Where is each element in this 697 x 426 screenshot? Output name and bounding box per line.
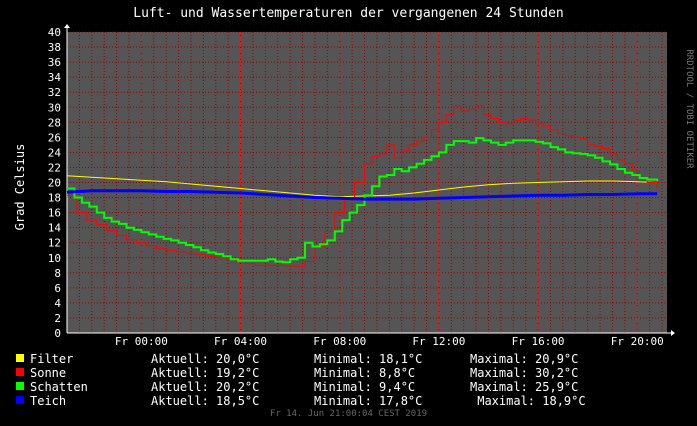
legend-maximum: Maximal: 20,9°C (470, 352, 579, 366)
legend-swatch-schatten (16, 382, 24, 390)
y-tick-label: 0 (54, 327, 61, 340)
legend-swatch-filter (16, 354, 24, 362)
y-tick-label: 26 (48, 131, 61, 144)
legend-row-schatten: Schatten Aktuell: 20,2°C Minimal: 9,4°C … (16, 380, 676, 394)
y-tick-label: 2 (54, 312, 61, 325)
y-tick-label: 22 (48, 161, 61, 174)
legend-minimum: Minimal: 18,1°C (314, 352, 423, 366)
y-tick-label: 18 (48, 192, 61, 205)
y-tick-label: 16 (48, 207, 61, 220)
y-tick-label: 12 (48, 237, 61, 250)
legend-minimum: Minimal: 17,8°C (314, 394, 423, 408)
legend-minimum: Minimal: 8,8°C (314, 366, 416, 380)
legend-maximum: Maximal: 18,9°C (470, 394, 586, 408)
series-line-teich (66, 189, 658, 201)
y-tick-label: 24 (48, 146, 62, 159)
y-tick-label: 28 (48, 116, 61, 129)
legend-row-filter: Filter Aktuell: 20,0°C Minimal: 18,1°C M… (16, 352, 676, 366)
legend-current: Aktuell: 19,2°C (151, 366, 260, 380)
y-tick-label: 36 (48, 56, 61, 69)
rrdtool-watermark: RRDTOOL / TOBI OETIKER (684, 49, 694, 169)
timestamp-footer: Fr 14. Jun 21:00:04 CEST 2019 (269, 409, 428, 419)
series-line-sonne (67, 105, 658, 268)
y-axis-arrow (64, 24, 70, 28)
chart-title: Luft- und Wassertemperaturen der vergang… (133, 6, 564, 21)
y-tick-label: 40 (48, 26, 61, 39)
legend-swatch-sonne (16, 368, 24, 376)
y-axis-label: Grad Celsius (13, 143, 27, 231)
x-tick-label: Fr 12:00 (412, 335, 465, 348)
x-tick-label: Fr 16:00 (512, 335, 565, 348)
legend-current: Aktuell: 18,5°C (151, 394, 260, 408)
legend-row-teich: Teich Aktuell: 18,5°C Minimal: 17,8°C Ma… (16, 394, 676, 408)
legend-name: Teich (30, 394, 67, 408)
legend-name: Sonne (30, 366, 67, 380)
y-tick-label: 30 (48, 101, 61, 114)
y-tick-label: 34 (48, 71, 62, 84)
legend-maximum: Maximal: 30,2°C (470, 366, 579, 380)
legend-name: Schatten (30, 380, 88, 394)
y-tick-label: 6 (54, 282, 61, 295)
x-tick-label: Fr 20:00 (611, 335, 664, 348)
legend-current: Aktuell: 20,2°C (151, 380, 260, 394)
x-tick-label: Fr 04:00 (214, 335, 267, 348)
legend-row-sonne: Sonne Aktuell: 19,2°C Minimal: 8,8°C Max… (16, 366, 676, 380)
y-tick-label: 8 (54, 267, 61, 280)
x-tick-label: Fr 08:00 (313, 335, 366, 348)
x-axis-arrow (671, 330, 675, 336)
series-line-schatten (67, 137, 659, 264)
y-tick-label: 32 (48, 86, 61, 99)
y-axis-label-box: Grad Celsius (4, 144, 27, 231)
rrdtool-watermark-box: RRDTOOL / TOBI OETIKER (680, 4, 694, 224)
y-tick-label: 20 (48, 177, 61, 190)
legend-current: Aktuell: 20,0°C (151, 352, 260, 366)
legend: Filter Aktuell: 20,0°C Minimal: 18,1°C M… (16, 352, 676, 408)
y-tick-label: 4 (54, 297, 61, 310)
x-tick-label: Fr 00:00 (115, 335, 168, 348)
legend-minimum: Minimal: 9,4°C (314, 380, 416, 394)
y-tick-label: 10 (48, 252, 61, 265)
y-tick-label: 38 (48, 41, 61, 54)
legend-maximum: Maximal: 25,9°C (470, 380, 579, 394)
legend-swatch-teich (16, 396, 24, 404)
y-tick-label: 14 (48, 222, 62, 235)
legend-name: Filter (30, 352, 74, 366)
